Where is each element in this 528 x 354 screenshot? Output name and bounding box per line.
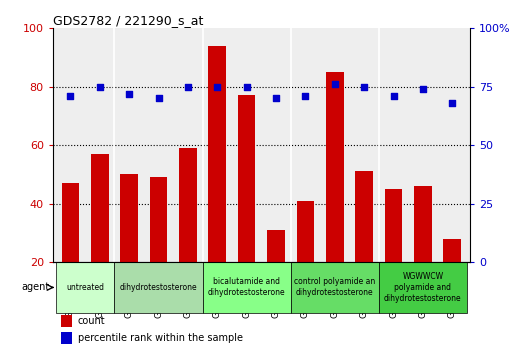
Point: [96, 84, 104, 90]
Bar: [385, 189, 402, 262]
Point: [184, 84, 192, 90]
Point: [448, 100, 457, 106]
Bar: [61, 332, 72, 344]
Bar: [209, 46, 226, 262]
Bar: [91, 154, 109, 262]
Point: [213, 84, 222, 90]
Bar: [444, 239, 461, 262]
Bar: [62, 183, 79, 262]
Point: [154, 96, 163, 101]
Text: WGWWCW
polyamide and
dihydrotestosterone: WGWWCW polyamide and dihydrotestosterone: [384, 272, 461, 303]
Point: [242, 84, 251, 90]
Bar: [355, 171, 373, 262]
Bar: [414, 186, 432, 262]
Bar: [291, 262, 379, 313]
Text: GDS2782 / 221290_s_at: GDS2782 / 221290_s_at: [53, 14, 203, 27]
Text: untreated: untreated: [66, 283, 104, 292]
Bar: [61, 315, 72, 327]
Bar: [179, 148, 197, 262]
Bar: [56, 262, 115, 313]
Bar: [326, 72, 344, 262]
Point: [419, 86, 427, 92]
Bar: [267, 230, 285, 262]
Point: [331, 81, 339, 87]
Point: [360, 84, 369, 90]
Point: [125, 91, 134, 97]
Bar: [150, 177, 167, 262]
Bar: [120, 174, 138, 262]
Text: agent: agent: [21, 282, 49, 292]
Text: percentile rank within the sample: percentile rank within the sample: [78, 333, 243, 343]
Text: count: count: [78, 316, 106, 326]
Point: [301, 93, 309, 99]
Point: [272, 96, 280, 101]
Text: bicalutamide and
dihydrotestosterone: bicalutamide and dihydrotestosterone: [208, 278, 286, 297]
Point: [389, 93, 398, 99]
Bar: [297, 201, 314, 262]
Text: control polyamide an
dihydrotestosterone: control polyamide an dihydrotestosterone: [294, 278, 375, 297]
Bar: [203, 262, 291, 313]
Text: dihydrotestosterone: dihydrotestosterone: [120, 283, 197, 292]
Bar: [115, 262, 203, 313]
Bar: [379, 262, 467, 313]
Bar: [238, 96, 256, 262]
Point: [66, 93, 74, 99]
